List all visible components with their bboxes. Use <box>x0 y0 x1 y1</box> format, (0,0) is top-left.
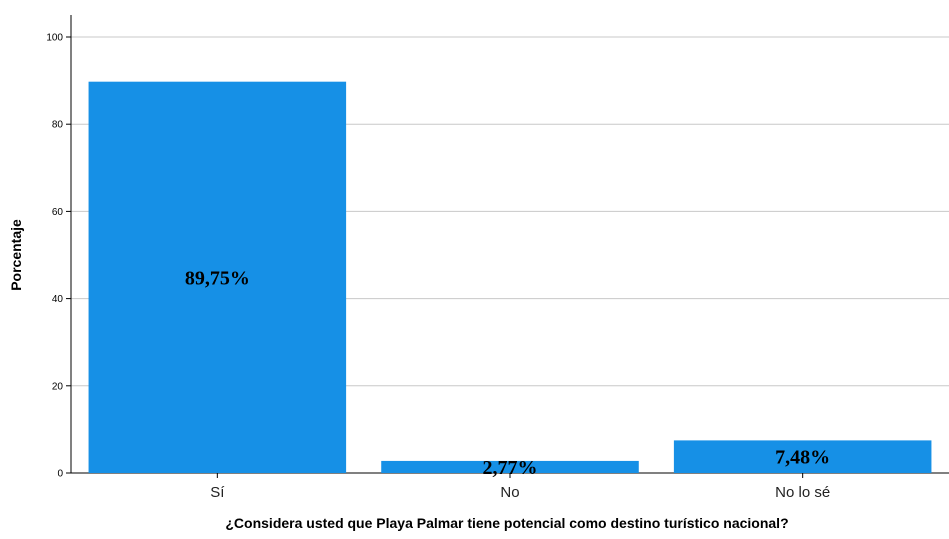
y-tick-label: 40 <box>52 294 64 305</box>
bar-data-label: 2,77% <box>483 457 538 479</box>
bar-data-label: 89,75% <box>185 267 250 289</box>
y-tick-label: 60 <box>52 207 64 218</box>
x-category-label: Sí <box>210 484 225 501</box>
y-axis-title: Porcentaje <box>8 219 24 291</box>
x-axis-title: ¿Considera usted que Playa Palmar tiene … <box>225 515 788 531</box>
y-tick-label: 0 <box>57 469 63 480</box>
bar <box>88 81 347 473</box>
data-label-group: 89,75% 2,77% 7,48% <box>185 267 830 479</box>
y-tick-label: 100 <box>46 33 63 44</box>
y-tick-label: 80 <box>52 120 64 131</box>
y-tick-label: 20 <box>52 381 64 392</box>
x-category-label: No lo sé <box>775 484 830 501</box>
y-tick-group: 0 20 40 60 80 100 <box>46 33 71 480</box>
x-category-label: No <box>500 484 519 501</box>
bar <box>381 460 639 473</box>
bar-data-label: 7,48% <box>775 447 830 469</box>
bar-group <box>88 81 932 473</box>
category-label-group: Sí No No lo sé <box>210 473 830 501</box>
bar <box>673 440 932 473</box>
